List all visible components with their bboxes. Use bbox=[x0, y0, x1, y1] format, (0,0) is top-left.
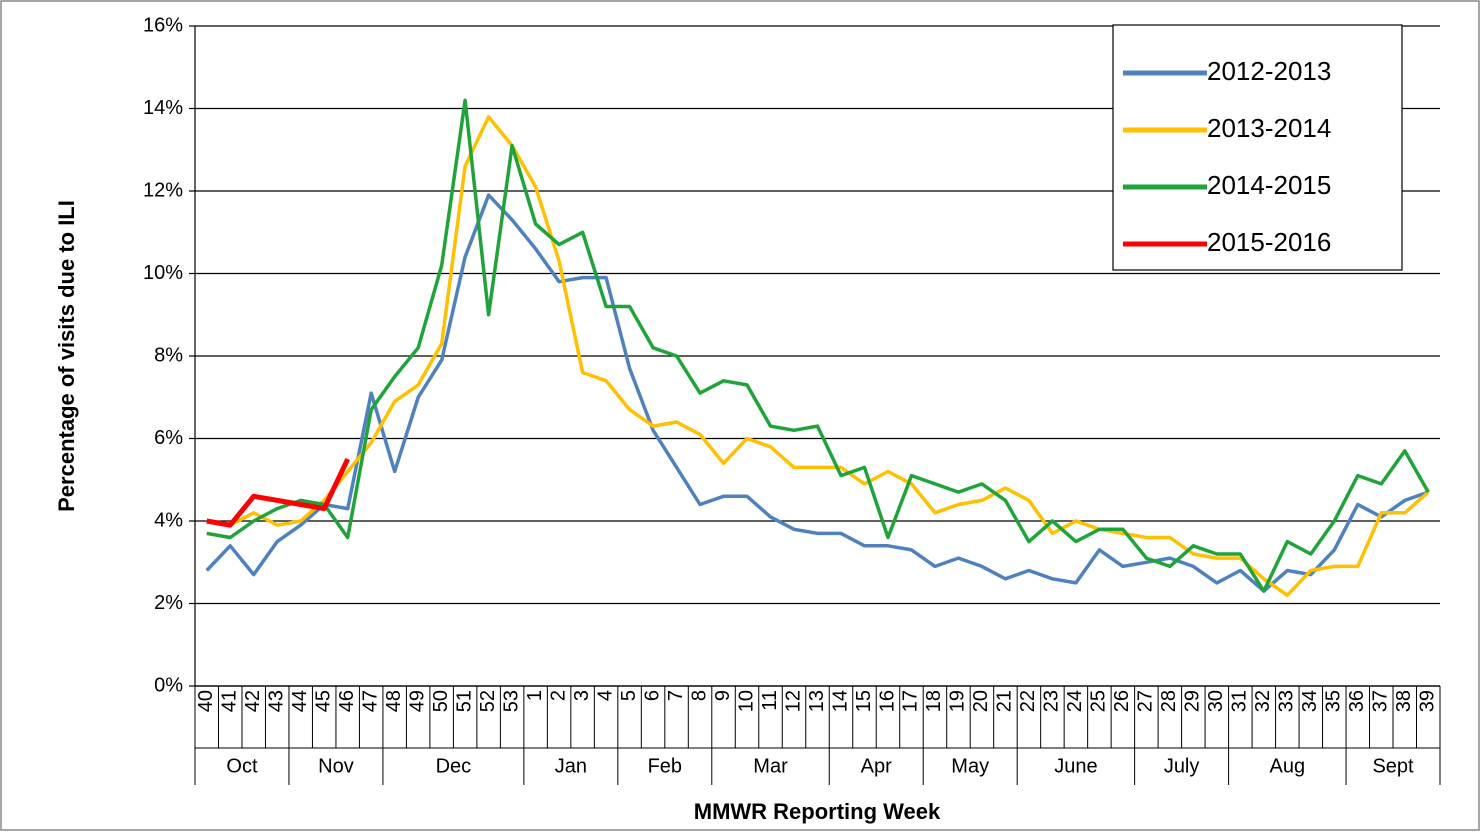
series-line bbox=[205, 193, 1429, 593]
x-tick-label: 15 bbox=[853, 690, 875, 712]
x-tick-label: 51 bbox=[453, 690, 475, 712]
series-line bbox=[206, 458, 350, 528]
x-tick-label: 49 bbox=[406, 690, 428, 712]
x-tick-label: 9 bbox=[712, 690, 734, 701]
month-label: Apr bbox=[861, 755, 892, 777]
x-tick-label: 32 bbox=[1252, 690, 1274, 712]
y-tick-label: 16% bbox=[143, 14, 183, 36]
x-tick-label: 10 bbox=[735, 690, 757, 712]
y-tick-label: 2% bbox=[154, 592, 183, 614]
x-tick-label: 33 bbox=[1276, 690, 1298, 712]
month-label: Sept bbox=[1372, 755, 1414, 777]
x-tick-label: 34 bbox=[1299, 690, 1321, 712]
x-tick-label: 46 bbox=[336, 690, 358, 712]
x-tick-label: 44 bbox=[289, 690, 311, 712]
month-label: Nov bbox=[318, 755, 354, 777]
x-tick-label: 48 bbox=[383, 690, 405, 712]
x-tick-label: 47 bbox=[359, 690, 381, 712]
y-tick-label: 10% bbox=[143, 262, 183, 284]
x-tick-label: 50 bbox=[430, 690, 452, 712]
x-tick-label: 52 bbox=[477, 690, 499, 712]
x-tick-label: 40 bbox=[195, 690, 217, 712]
x-tick-label: 12 bbox=[782, 690, 804, 712]
month-label: Jan bbox=[555, 755, 587, 777]
series-line bbox=[206, 98, 1430, 593]
y-tick-label: 4% bbox=[154, 509, 183, 531]
x-tick-label: 7 bbox=[665, 690, 687, 701]
x-tick-label: 6 bbox=[641, 690, 663, 701]
x-tick-label: 3 bbox=[571, 690, 593, 701]
y-tick-label: 8% bbox=[154, 344, 183, 366]
y-tick-label: 12% bbox=[143, 179, 183, 201]
legend-label: 2013-2014 bbox=[1207, 113, 1331, 143]
x-tick-label: 24 bbox=[1064, 690, 1086, 712]
x-tick-label: 41 bbox=[219, 690, 241, 712]
x-tick-label: 30 bbox=[1205, 690, 1227, 712]
x-tick-label: 43 bbox=[265, 690, 287, 712]
x-tick-label: 25 bbox=[1088, 690, 1110, 712]
x-tick-label: 8 bbox=[688, 690, 710, 701]
x-tick-label: 31 bbox=[1229, 690, 1251, 712]
x-tick-label: 29 bbox=[1182, 690, 1204, 712]
x-tick-label: 26 bbox=[1111, 690, 1133, 712]
y-axis-title: Percentage of visits due to ILI bbox=[54, 200, 79, 512]
x-tick-label: 18 bbox=[923, 690, 945, 712]
y-tick-label: 0% bbox=[154, 674, 183, 696]
x-axis-title: MMWR Reporting Week bbox=[694, 799, 941, 824]
x-tick-label: 14 bbox=[829, 690, 851, 712]
y-tick-label: 6% bbox=[154, 427, 183, 449]
month-label: Aug bbox=[1270, 755, 1306, 777]
x-tick-label: 17 bbox=[900, 690, 922, 712]
legend-label: 2014-2015 bbox=[1207, 170, 1331, 200]
legend-label: 2012-2013 bbox=[1207, 56, 1331, 86]
month-label: Dec bbox=[436, 755, 472, 777]
month-label: Feb bbox=[648, 755, 682, 777]
x-tick-label: 23 bbox=[1041, 690, 1063, 712]
legend-label: 2015-2016 bbox=[1207, 227, 1331, 257]
x-tick-label: 2 bbox=[547, 690, 569, 701]
x-tick-label: 35 bbox=[1323, 690, 1345, 712]
month-label: June bbox=[1054, 755, 1097, 777]
month-label: July bbox=[1164, 755, 1200, 777]
legend-box bbox=[1112, 24, 1403, 271]
x-tick-label: 21 bbox=[994, 690, 1016, 712]
x-tick-label: 4 bbox=[594, 690, 616, 701]
series-line bbox=[206, 115, 1430, 598]
x-tick-label: 27 bbox=[1135, 690, 1157, 712]
x-tick-label: 53 bbox=[500, 690, 522, 712]
x-tick-label: 5 bbox=[618, 690, 640, 701]
x-tick-label: 45 bbox=[312, 690, 334, 712]
month-label: May bbox=[951, 755, 989, 777]
x-tick-label: 20 bbox=[970, 690, 992, 712]
x-tick-label: 42 bbox=[242, 690, 264, 712]
x-tick-label: 36 bbox=[1346, 690, 1368, 712]
x-tick-label: 19 bbox=[947, 690, 969, 712]
x-tick-label: 11 bbox=[759, 690, 781, 711]
month-label: Oct bbox=[226, 755, 258, 777]
x-tick-label: 38 bbox=[1393, 690, 1415, 712]
x-tick-label: 1 bbox=[524, 690, 546, 701]
x-tick-label: 28 bbox=[1158, 690, 1180, 712]
x-tick-label: 13 bbox=[806, 690, 828, 712]
x-tick-label: 37 bbox=[1370, 690, 1392, 712]
x-tick-label: 16 bbox=[876, 690, 898, 712]
month-label: Mar bbox=[753, 755, 788, 777]
x-tick-label: 39 bbox=[1417, 690, 1439, 712]
y-tick-label: 14% bbox=[143, 97, 183, 119]
x-tick-label: 22 bbox=[1017, 690, 1039, 712]
